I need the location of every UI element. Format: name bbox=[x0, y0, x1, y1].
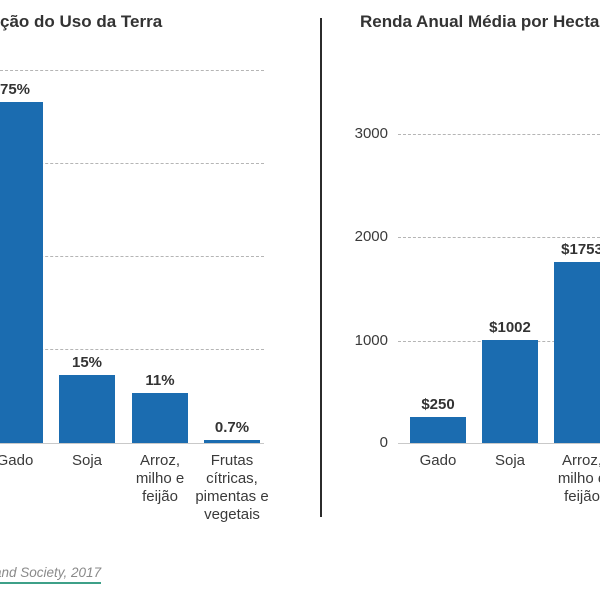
x-axis-label: Arroz, milho e feijão bbox=[135, 452, 185, 505]
x-axis-line bbox=[398, 443, 600, 444]
source-link[interactable]: and Society, 2017 bbox=[0, 565, 102, 584]
right-chart-title: Renda Anual Média por Hecta bbox=[360, 12, 600, 31]
chart-divider bbox=[320, 18, 322, 517]
gridline bbox=[0, 256, 264, 257]
value-label: 75% bbox=[0, 81, 31, 98]
bar-soja bbox=[59, 375, 115, 443]
y-axis-tick: 1000 bbox=[354, 332, 388, 349]
value-label: $1002 bbox=[489, 319, 531, 336]
gridline bbox=[0, 70, 264, 71]
value-label: 15% bbox=[71, 354, 103, 371]
bar-soja bbox=[482, 340, 538, 443]
y-axis-tick: 2000 bbox=[354, 228, 388, 245]
x-axis-label: Soja bbox=[494, 452, 526, 469]
gridline bbox=[398, 237, 600, 238]
value-label: $250 bbox=[421, 396, 455, 413]
bar-arroz-milho-feijao bbox=[554, 262, 600, 443]
bar-gado bbox=[410, 417, 466, 443]
x-axis-label: Frutas cítricas, pimentas e vegetais bbox=[195, 452, 269, 523]
value-label: $1753 bbox=[561, 241, 600, 258]
left-chart-title: ção do Uso da Terra bbox=[0, 12, 163, 31]
y-axis-tick: 3000 bbox=[354, 125, 388, 142]
bar-gado bbox=[0, 102, 43, 443]
value-label: 0.7% bbox=[214, 419, 250, 436]
bar-frutas-vegetais bbox=[204, 440, 260, 443]
x-axis-line bbox=[0, 443, 264, 444]
x-axis-label: Soja bbox=[71, 452, 103, 469]
gridline bbox=[0, 163, 264, 164]
x-axis-label: Arroz, milho e feijão bbox=[557, 452, 600, 505]
x-axis-label: Gado bbox=[419, 452, 457, 469]
gridline bbox=[398, 134, 600, 135]
bar-arroz-milho-feijao bbox=[132, 393, 188, 443]
x-axis-label: Gado bbox=[0, 452, 34, 469]
value-label: 11% bbox=[145, 372, 175, 389]
gridline bbox=[0, 349, 264, 350]
y-axis-tick: 0 bbox=[379, 434, 388, 451]
